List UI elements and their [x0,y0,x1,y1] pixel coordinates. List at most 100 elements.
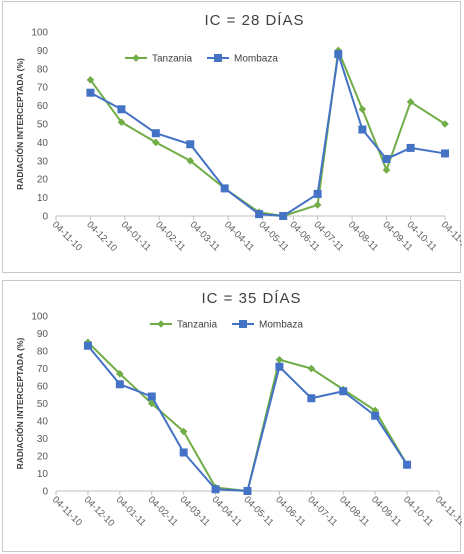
legend-marker-mombaza [214,54,222,62]
legend-marker-tanzania [157,320,165,328]
data-point-mombaza [151,129,160,138]
x-tick-label: 04-02-11 [146,494,180,528]
y-tick-label: 10 [37,193,49,204]
y-tick-label: 20 [37,452,49,463]
series-line-tanzania [87,341,408,492]
y-tick-label: 30 [37,434,49,445]
data-point-mombaza [279,212,288,220]
legend-marker-mombaza [239,320,247,328]
series-line-mombaza [87,345,408,492]
data-point-mombaza [220,184,229,193]
y-tick-label: 0 [42,487,48,498]
data-point-mombaza [186,140,195,149]
data-point-mombaza [117,105,126,114]
data-point-tanzania [382,166,391,174]
data-point-mombaza [382,154,391,163]
y-tick-label: 80 [37,347,49,358]
data-point-mombaza [334,50,343,59]
data-point-tanzania [313,201,322,209]
data-point-mombaza [371,411,380,420]
chart-ic35: IC = 35 DÍAS RADIACIÓN INTERCEPTADA (%) 0 1… [14,290,462,529]
y-tick-label: 80 [37,64,49,75]
data-point-mombaza [86,88,95,97]
y-tick-label: 50 [37,120,49,131]
y-tick-label: 70 [37,83,49,94]
legend-label-tanzania: Tanzania [177,320,217,331]
data-point-mombaza [307,394,316,403]
data-point-mombaza [441,149,449,158]
data-point-mombaza [243,487,252,495]
x-tick-label: 04-08-11 [337,494,371,528]
legend-label-mombaza: Mombaza [259,320,303,331]
data-point-tanzania [116,369,124,378]
y-tick-label: 100 [31,28,48,39]
x-tick-label: 04-11-11 [433,494,462,528]
y-tick-label: 60 [37,101,49,112]
chart-panel-ic35: IC = 35 DÍAS RADIACIÓN INTERCEPTADA (%) 0 1… [2,280,462,552]
y-tick-label: 30 [37,156,49,167]
x-tick-label: 04-11-11 [439,219,462,253]
y-tick-label: 90 [37,46,49,57]
x-tick-label: 04-10-11 [401,494,435,528]
chart-title: IC = 28 DÍAS [205,12,305,29]
data-point-mombaza [115,380,124,389]
x-tick-label: 04-05-11 [256,219,290,253]
data-point-mombaza [339,387,348,396]
data-point-mombaza [83,341,92,350]
y-tick-label: 20 [37,175,49,186]
x-tick-label: 04-08-11 [346,219,380,253]
data-point-mombaza [275,362,284,371]
data-point-mombaza [403,460,412,469]
y-tick-label: 100 [31,312,48,323]
x-tick-label: 04-05-11 [241,494,275,528]
x-tick-label: 04-01-11 [119,219,153,253]
data-point-tanzania [152,138,160,147]
data-point-mombaza [147,392,156,401]
x-tick-label: 04-04-11 [209,494,243,528]
data-point-tanzania [358,105,367,114]
y-tick-label: 60 [37,382,49,393]
data-point-mombaza [406,143,415,152]
x-tick-label: 04-09-11 [369,494,403,528]
x-tick-label: 04-04-11 [222,219,256,253]
x-tick-label: 04-03-11 [188,219,222,253]
data-point-mombaza [179,448,188,457]
chart-title: IC = 35 DÍAS [202,290,302,307]
data-point-mombaza [255,210,264,219]
y-axis-label: RADIACIÓN INTERCEPTADA (%) [14,337,25,469]
data-point-tanzania [86,76,95,84]
x-tick-label: 04-03-11 [178,494,212,528]
x-tick-label: 04-07-11 [305,494,339,528]
y-tick-label: 50 [37,399,49,410]
x-tick-label: 04-01-11 [114,494,148,528]
chart-panel-ic28: IC = 28 DÍAS RADIACIÓN INTERCEPTADA (%) 0 1… [2,1,462,273]
x-tick-label: 04-12-10 [84,219,119,254]
x-tick-label: 04-11-10 [50,494,84,528]
y-tick-label: 40 [37,138,49,149]
y-tick-label: 40 [37,417,49,428]
x-tick-label: 04-12-10 [82,494,117,529]
y-axis-label: RADIACIÓN INTERCEPTADA (%) [14,58,25,190]
data-point-mombaza [358,125,367,134]
data-point-tanzania [441,120,449,128]
data-point-tanzania [186,157,195,165]
x-tick-label: 04-02-11 [153,219,187,253]
data-point-tanzania [117,118,126,126]
data-point-mombaza [313,189,322,198]
data-point-tanzania [406,98,415,106]
y-tick-label: 0 [42,212,48,223]
data-point-tanzania [179,427,188,436]
x-tick-label: 04-11-10 [50,219,84,253]
data-point-tanzania [307,364,316,373]
y-tick-label: 70 [37,364,49,375]
series-line-tanzania [89,49,446,217]
legend-label-mombaza: Mombaza [234,54,278,65]
y-tick-label: 10 [37,469,49,480]
legend-marker-tanzania [132,54,140,62]
data-point-tanzania [275,355,284,364]
data-point-mombaza [211,485,220,494]
legend-label-tanzania: Tanzania [152,54,192,65]
y-tick-label: 90 [37,329,49,340]
chart-ic28: IC = 28 DÍAS RADIACIÓN INTERCEPTADA (%) 0 1… [14,12,462,254]
x-tick-label: 04-06-11 [273,494,307,528]
